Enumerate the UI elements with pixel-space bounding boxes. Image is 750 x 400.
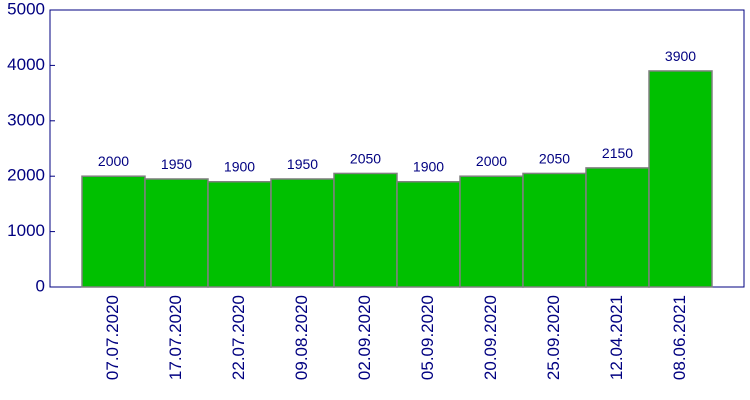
y-tick-label: 5000	[7, 0, 45, 18]
value-label: 2150	[602, 145, 633, 161]
x-tick-label: 08.06.2021	[670, 295, 689, 380]
x-tick-label: 07.07.2020	[103, 295, 122, 380]
bar	[585, 167, 650, 288]
x-tick-label: 02.09.2020	[355, 295, 374, 380]
bar	[270, 178, 335, 288]
x-tick-label: 09.08.2020	[292, 295, 311, 380]
x-tick-label: 22.07.2020	[229, 295, 248, 380]
bar	[459, 175, 524, 288]
y-tick-label: 2000	[7, 166, 45, 185]
value-label: 1900	[224, 159, 255, 175]
bar	[144, 178, 209, 288]
bar	[81, 175, 146, 288]
y-tick-label: 4000	[7, 55, 45, 74]
x-tick-label: 12.04.2021	[607, 295, 626, 380]
value-label: 2050	[539, 150, 570, 166]
bar	[522, 172, 587, 288]
x-tick-label: 25.09.2020	[544, 295, 563, 380]
value-label: 2000	[476, 153, 507, 169]
y-tick-label: 3000	[7, 110, 45, 129]
value-label: 1900	[413, 159, 444, 175]
value-label: 1950	[287, 156, 318, 172]
value-label: 1950	[161, 156, 192, 172]
bar	[333, 172, 398, 288]
value-label: 3900	[665, 48, 696, 64]
bar	[207, 180, 272, 288]
bar	[396, 180, 461, 288]
value-label: 2000	[98, 153, 129, 169]
x-tick-label: 05.09.2020	[418, 295, 437, 380]
y-tick-label: 0	[36, 276, 45, 295]
bar	[648, 70, 713, 288]
y-tick-label: 1000	[7, 221, 45, 240]
value-label: 2050	[350, 150, 381, 166]
x-tick-label: 20.09.2020	[481, 295, 500, 380]
x-tick-label: 17.07.2020	[166, 295, 185, 380]
